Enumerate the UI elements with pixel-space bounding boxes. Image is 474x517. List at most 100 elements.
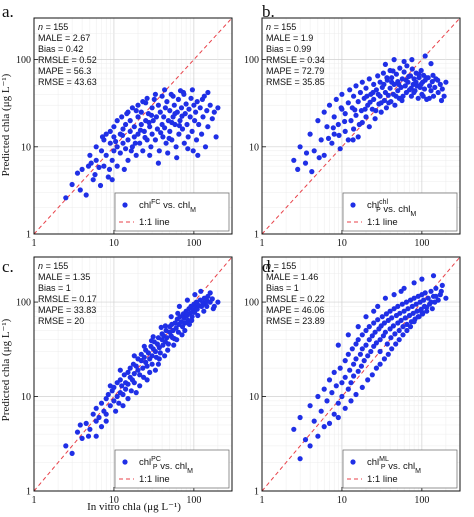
scatter-point xyxy=(207,290,213,296)
stat-male: MALE = 2.67 xyxy=(38,33,90,43)
scatter-point xyxy=(396,337,402,343)
scatter-point xyxy=(411,89,417,96)
panel-label: b. xyxy=(262,2,275,21)
scatter-point xyxy=(187,114,193,120)
scatter-point xyxy=(155,160,161,166)
scatter-point xyxy=(147,152,153,158)
legend-box xyxy=(114,192,230,232)
stat-n: n = 155 xyxy=(38,261,68,271)
scatter-point xyxy=(165,347,171,353)
scatter-point xyxy=(383,311,389,317)
stat-male: MALE = 1.35 xyxy=(38,272,90,282)
scatter-point xyxy=(169,335,176,341)
scatter-point xyxy=(324,398,330,404)
scatter-point xyxy=(307,403,313,409)
scatter-point xyxy=(147,369,153,375)
scatter-point xyxy=(147,124,153,130)
scatter-point xyxy=(178,105,185,111)
scatter-point xyxy=(351,373,357,379)
legend-box xyxy=(342,449,458,489)
scatter-point xyxy=(366,124,372,130)
scatter-point xyxy=(87,152,93,158)
scatter-point xyxy=(69,450,75,456)
scatter-point xyxy=(138,109,144,115)
scatter-point xyxy=(131,353,137,359)
scatter-point xyxy=(395,303,401,309)
scatter-point xyxy=(377,348,383,355)
scatter-point xyxy=(408,93,414,99)
scatter-points xyxy=(291,53,449,175)
scatter-point xyxy=(87,426,93,432)
scatter-point xyxy=(114,163,120,169)
scatter-point xyxy=(355,99,361,105)
scatter-point xyxy=(358,363,364,369)
scatter-point xyxy=(421,86,428,92)
scatter-point xyxy=(127,118,133,124)
scatter-point xyxy=(302,437,309,443)
axes-frame xyxy=(33,17,233,235)
scatter-point xyxy=(400,332,406,338)
scatter-point xyxy=(109,177,115,183)
scatter-point xyxy=(391,292,397,298)
scatter-point xyxy=(373,340,379,346)
scatter-point xyxy=(419,309,425,315)
scatter-point xyxy=(195,312,201,319)
stat-value: 0.52 xyxy=(79,55,97,65)
scatter-point xyxy=(171,102,177,108)
x-tick-label: 10 xyxy=(337,238,347,249)
scatter-point xyxy=(363,314,369,320)
scatter-point xyxy=(152,91,158,97)
scatter-point xyxy=(152,137,158,143)
scatter-point xyxy=(331,131,337,137)
x-tick-label: 1 xyxy=(260,495,265,506)
scatter-point xyxy=(131,124,137,130)
scatter-point xyxy=(153,114,159,120)
scatter-point xyxy=(181,140,187,146)
scatter-point xyxy=(148,144,154,150)
scatter-point xyxy=(435,77,441,83)
scatter-point xyxy=(404,63,410,69)
scatter-point xyxy=(98,148,105,154)
scatter-point xyxy=(179,113,185,119)
scatter-point xyxy=(291,426,297,432)
y-tick-label: 10 xyxy=(21,392,31,403)
scatter-point xyxy=(85,433,92,439)
scatter-point xyxy=(351,361,357,367)
scatter-point xyxy=(107,140,113,146)
scatter-point xyxy=(326,377,333,383)
scatter-point xyxy=(435,297,441,303)
scatter-point xyxy=(339,393,345,400)
scatter-point xyxy=(433,285,439,291)
scatter-point xyxy=(371,81,377,87)
scatter-point xyxy=(179,126,186,132)
y-tick-label: 100 xyxy=(244,55,259,66)
scatter-point xyxy=(204,303,210,309)
scatter-point xyxy=(165,341,171,347)
scatter-point xyxy=(129,144,135,150)
scatter-point xyxy=(63,195,69,201)
scatter-point xyxy=(326,102,333,108)
stat-value: 23.89 xyxy=(302,316,325,326)
scatter-point xyxy=(297,456,303,462)
scatter-point xyxy=(114,118,120,124)
scatter-point xyxy=(437,81,443,87)
scatter-point xyxy=(399,301,405,307)
scatter-point xyxy=(146,119,152,126)
scatter-point xyxy=(382,329,388,335)
scatter-point xyxy=(432,84,438,90)
scatter-point xyxy=(120,391,126,398)
scatter-point xyxy=(174,337,180,343)
legend-line-label: 1:1 line xyxy=(367,474,398,485)
scatter-point xyxy=(318,408,324,414)
y-tick-label: 100 xyxy=(16,55,31,66)
scatter-point xyxy=(162,105,168,111)
y-tick-label: 100 xyxy=(16,298,31,309)
scatter-point xyxy=(149,131,155,137)
scatter-point xyxy=(352,107,358,113)
scatter-point xyxy=(111,398,117,404)
scatter-point xyxy=(353,83,359,89)
scatter-point xyxy=(155,361,161,367)
scatter-point xyxy=(170,93,176,99)
scatter-point xyxy=(355,368,361,374)
